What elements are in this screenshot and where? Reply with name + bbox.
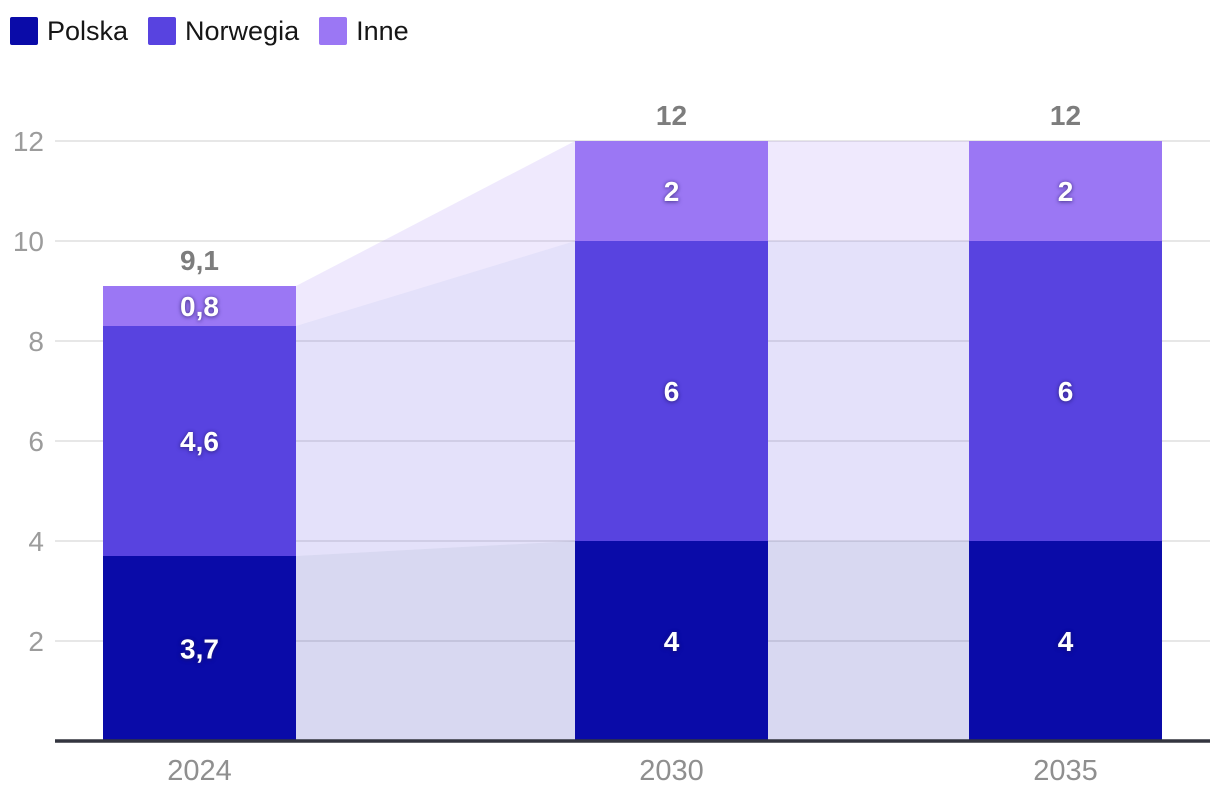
y-tick-label-12: 12 bbox=[13, 126, 44, 157]
connector-band-polska-2 bbox=[768, 541, 969, 741]
total-label-2024: 9,1 bbox=[180, 245, 219, 276]
bar-segment-norwegia-2030[interactable] bbox=[575, 241, 768, 541]
y-tick-label-8: 8 bbox=[28, 326, 44, 357]
connector-band-polska-1 bbox=[296, 541, 575, 741]
segment-label-norwegia-2030: 6 bbox=[664, 376, 680, 407]
segment-label-polska-2035: 4 bbox=[1058, 626, 1074, 657]
legend-item-inne[interactable]: Inne bbox=[319, 16, 409, 46]
y-tick-label-4: 4 bbox=[28, 526, 44, 557]
segment-label-inne-2024: 0,8 bbox=[180, 291, 219, 322]
bar-segment-inne-2030[interactable] bbox=[575, 141, 768, 241]
segment-label-polska-2030: 4 bbox=[664, 626, 680, 657]
y-tick-label-10: 10 bbox=[13, 226, 44, 257]
segment-label-norwegia-2024: 4,6 bbox=[180, 426, 219, 457]
total-label-2035: 12 bbox=[1050, 100, 1081, 131]
connector-band-inne-1 bbox=[296, 141, 575, 326]
bar-segment-polska-2024[interactable] bbox=[103, 556, 296, 741]
segment-label-polska-2024: 3,7 bbox=[180, 634, 219, 665]
x-tick-label-2030: 2030 bbox=[639, 755, 704, 787]
bar-segment-inne-2035[interactable] bbox=[969, 141, 1162, 241]
legend-swatch-polska bbox=[10, 17, 38, 45]
bar-segment-norwegia-2024[interactable] bbox=[103, 326, 296, 556]
legend-item-norwegia[interactable]: Norwegia bbox=[148, 16, 299, 46]
bar-segment-inne-2024[interactable] bbox=[103, 286, 296, 326]
bar-segment-norwegia-2035[interactable] bbox=[969, 241, 1162, 541]
connector-band-inne-2 bbox=[768, 141, 969, 241]
y-tick-label-6: 6 bbox=[28, 426, 44, 457]
legend-label-polska: Polska bbox=[47, 16, 129, 46]
connector-band-norwegia-2 bbox=[768, 241, 969, 541]
segment-label-inne-2035: 2 bbox=[1058, 176, 1074, 207]
legend-item-polska[interactable]: Polska bbox=[10, 16, 128, 46]
legend-label-inne: Inne bbox=[356, 16, 409, 46]
y-tick-label-2: 2 bbox=[28, 626, 44, 657]
chart-legend: Polska Norwegia Inne bbox=[10, 16, 409, 46]
legend-swatch-inne bbox=[319, 17, 348, 45]
legend-label-norwegia: Norwegia bbox=[185, 16, 300, 46]
x-tick-label-2035: 2035 bbox=[1033, 755, 1098, 787]
bar-segment-polska-2030[interactable] bbox=[575, 541, 768, 741]
x-tick-label-2024: 2024 bbox=[167, 755, 232, 787]
bar-segment-polska-2035[interactable] bbox=[969, 541, 1162, 741]
total-label-2030: 12 bbox=[656, 100, 687, 131]
legend-swatch-norwegia bbox=[148, 17, 177, 45]
segment-label-inne-2030: 2 bbox=[664, 176, 680, 207]
segment-label-norwegia-2035: 6 bbox=[1058, 376, 1074, 407]
connector-band-norwegia-1 bbox=[296, 241, 575, 556]
